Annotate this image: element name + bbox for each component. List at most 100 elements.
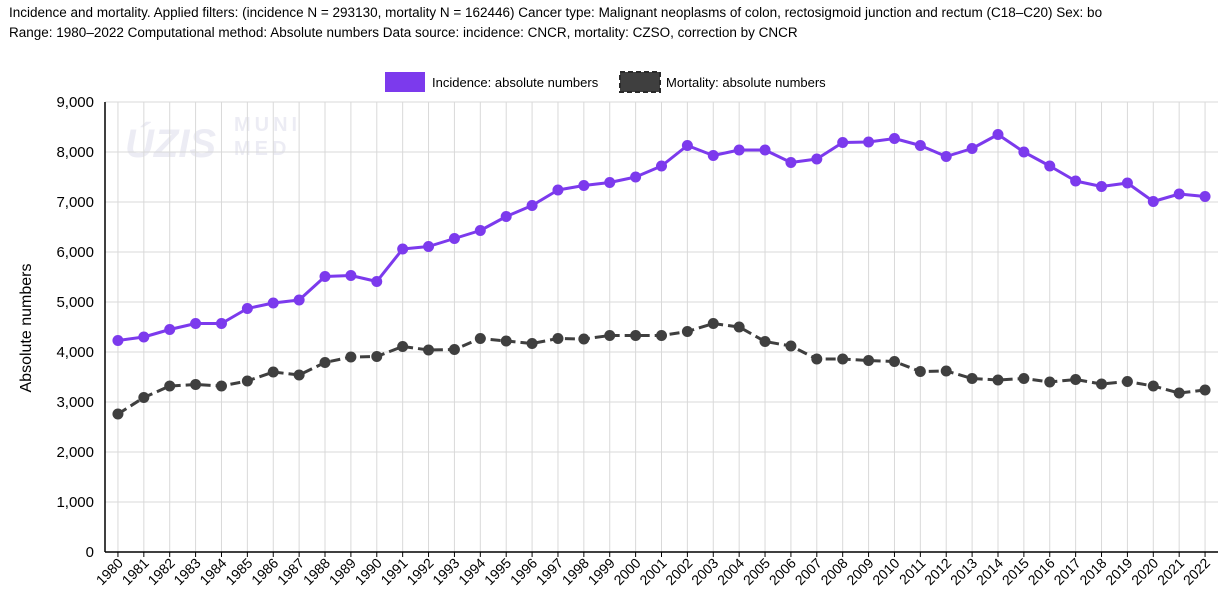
data-point-incidence [423,241,435,252]
x-tick-label: 1983 [170,555,203,588]
y-tick-label: 5,000 [56,294,94,311]
data-point-incidence [656,160,667,172]
data-point-mortality [940,365,952,377]
data-point-incidence [448,233,460,244]
data-point-mortality [578,333,590,345]
data-point-incidence [888,133,900,144]
y-tick-label: 6,000 [56,244,94,261]
data-point-mortality [759,336,771,347]
watermark-uzis: ÚZIS [125,120,216,166]
data-point-mortality [267,366,279,378]
x-tick-label: 1989 [326,555,359,588]
x-tick-label: 1984 [196,555,229,588]
y-tick-label: 0 [86,544,94,561]
data-point-mortality [992,374,1004,386]
y-axis-label: Absolute numbers [18,264,35,393]
data-point-mortality [888,356,900,367]
legend-swatch-incidence [385,72,425,92]
data-point-mortality [552,333,564,344]
data-point-mortality [138,392,150,403]
data-point-incidence [966,143,978,154]
x-tick-label: 2010 [869,555,902,588]
data-point-incidence [474,225,486,236]
x-tick-label: 1990 [352,555,385,588]
data-point-mortality [1173,387,1185,399]
data-point-mortality [1121,376,1133,387]
data-point-incidence [604,177,616,188]
chart-header: Incidence and mortality. Applied filters… [9,3,1228,43]
data-point-mortality [1018,373,1030,384]
legend[interactable]: Incidence: absolute numbers Mortality: a… [385,71,826,93]
data-point-mortality [1044,376,1056,388]
x-tick-label: 1988 [300,555,333,588]
data-point-incidence [785,157,797,168]
data-point-mortality [241,375,253,387]
x-tick-label: 2018 [1076,555,1109,588]
data-point-mortality [371,351,383,362]
data-point-mortality [397,341,409,352]
x-tick-label: 2020 [1128,555,1161,588]
data-point-incidence [371,276,383,287]
data-point-mortality [293,369,305,381]
x-tick-label: 2009 [843,555,876,588]
x-tick-label: 2006 [766,555,799,588]
x-tick-label: 2004 [714,555,747,588]
data-point-mortality [1070,374,1082,385]
x-tick-label: 2017 [1050,555,1083,588]
data-point-incidence [1096,181,1108,192]
data-point-incidence [215,318,227,329]
data-point-incidence [992,129,1004,140]
x-tick-label: 2012 [921,555,954,588]
data-point-incidence [319,271,331,282]
data-point-incidence [241,303,253,314]
x-tick-label: 1992 [403,555,436,588]
legend-item-incidence[interactable]: Incidence: absolute numbers [385,72,599,92]
data-point-incidence [552,184,564,196]
data-point-incidence [526,200,538,211]
data-point-incidence [1199,191,1211,202]
data-point-mortality [966,373,978,384]
x-tick-label: 2005 [740,555,773,588]
data-point-incidence [837,137,849,148]
x-tick-label: 2016 [1025,555,1058,588]
header-filters-line: Incidence and mortality. Applied filters… [9,5,1103,20]
x-tick-label: 2003 [688,555,721,588]
series-incidence [112,129,1211,346]
data-point-mortality [1199,384,1211,396]
x-tick-label: 2001 [636,555,669,588]
data-point-incidence [863,136,875,148]
data-point-mortality [630,330,642,341]
x-tick-label: 2011 [896,555,929,588]
data-point-incidence [138,331,150,343]
data-point-mortality [811,353,823,365]
x-tick-label: 2008 [817,555,850,588]
data-point-incidence [578,180,590,191]
data-point-mortality [733,321,745,333]
data-point-mortality [1147,380,1159,392]
data-point-incidence [345,270,357,281]
x-tick-label: 1996 [507,555,540,588]
x-tick-label: 1999 [585,555,618,588]
x-tick-label: 1995 [481,555,514,588]
x-tick-label: 2000 [610,555,643,588]
data-point-incidence [1018,146,1030,158]
data-point-mortality [215,380,227,392]
y-tick-label: 1,000 [56,494,94,511]
data-point-mortality [604,330,616,341]
x-tick-label: 2007 [792,555,825,588]
series-layer [112,129,1211,420]
x-tick-label: 1994 [455,555,488,588]
legend-item-mortality[interactable]: Mortality: absolute numbers [619,71,826,93]
data-point-mortality [656,330,667,341]
x-tick-label: 1993 [429,555,462,588]
data-point-incidence [1173,188,1185,200]
data-point-incidence [940,151,952,162]
header-range-line: Range: 1980–2022 Computational method: A… [9,25,798,40]
grid-lines [105,101,1218,552]
x-tick-label: 1998 [559,555,592,588]
data-point-mortality [707,318,719,329]
x-tick-label: 1997 [533,555,566,588]
legend-label-mortality: Mortality: absolute numbers [666,75,826,90]
data-point-mortality [319,357,331,368]
